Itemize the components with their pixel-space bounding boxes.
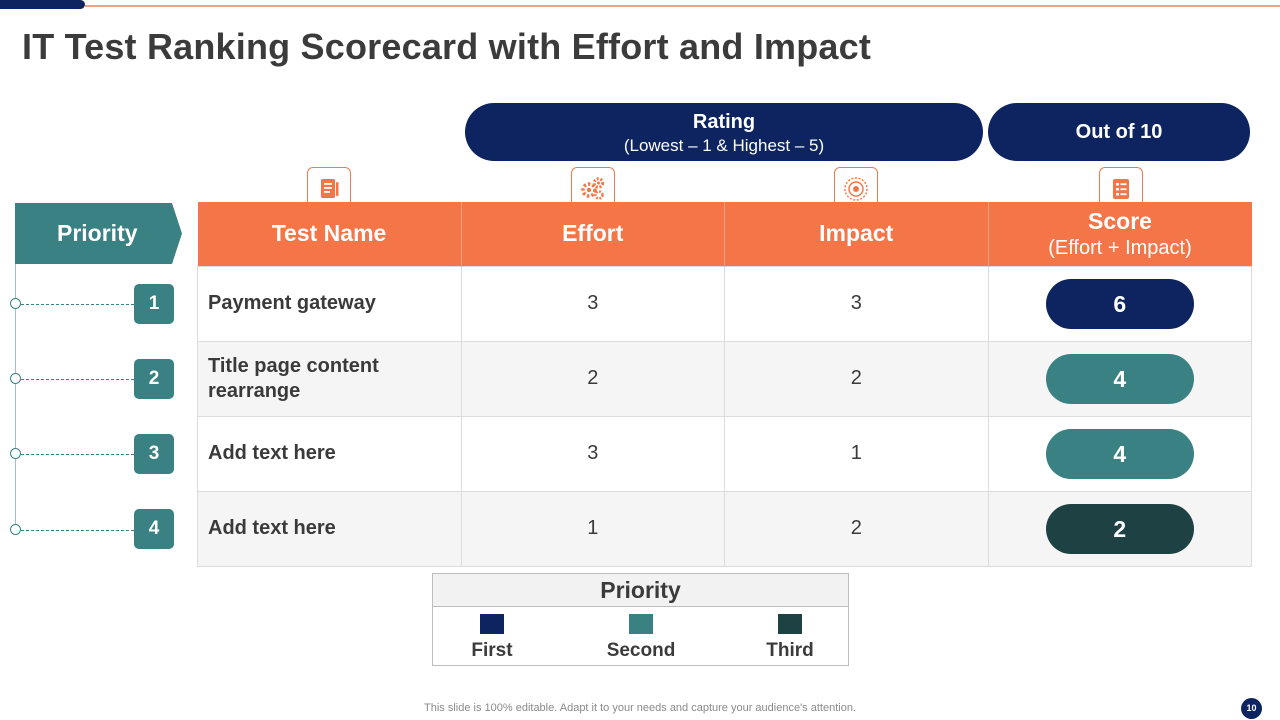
priority-connector — [16, 530, 134, 531]
header-score: Score (Effort + Impact) — [988, 202, 1252, 266]
top-accent-line — [85, 5, 1280, 7]
test-name-cell: Add text here — [197, 415, 462, 492]
slide-title: IT Test Ranking Scorecard with Effort an… — [22, 26, 872, 67]
priority-dot — [10, 298, 21, 309]
priority-dot — [10, 448, 21, 459]
effort-cell: 3 — [460, 415, 725, 492]
priority-connector-line — [15, 264, 16, 530]
priority-number: 4 — [134, 509, 174, 549]
legend-label: Third — [766, 640, 814, 661]
effort-cell: 2 — [460, 340, 725, 417]
score-cell: 4 — [987, 415, 1252, 492]
legend-item-first: First — [432, 614, 552, 662]
legend-label: First — [471, 640, 513, 661]
legend-swatch — [629, 614, 653, 634]
header-score-sub: (Effort + Impact) — [1048, 236, 1192, 259]
legend-title: Priority — [433, 574, 848, 607]
table-row: Payment gateway 3 3 6 — [197, 265, 1252, 342]
header-score-label: Score — [1088, 207, 1152, 234]
legend-label: Second — [606, 640, 676, 661]
test-name-cell: Add text here — [197, 490, 462, 567]
scorecard-table: Test Name Effort Impact Score (Effort + … — [197, 202, 1252, 567]
score-badge: 6 — [1045, 278, 1194, 329]
table-row: Title page content rearrange 2 2 4 — [197, 340, 1252, 417]
table-header-row: Test Name Effort Impact Score (Effort + … — [197, 202, 1252, 266]
score-badge: 4 — [1045, 428, 1194, 479]
legend-item-third: Third — [730, 614, 850, 662]
priority-connector — [16, 304, 134, 305]
impact-cell: 1 — [724, 415, 989, 492]
priority-number: 2 — [134, 359, 174, 399]
table-row: Add text here 1 2 2 — [197, 490, 1252, 567]
priority-connector — [16, 454, 134, 455]
impact-cell: 3 — [724, 265, 989, 342]
priority-dot — [10, 524, 21, 535]
legend-swatch — [480, 614, 504, 634]
rating-scale: (Lowest – 1 & Highest – 5) — [623, 136, 825, 155]
header-effort: Effort — [461, 202, 725, 266]
out-of-header: Out of 10 — [988, 103, 1250, 161]
score-badge: 4 — [1045, 353, 1194, 404]
score-cell: 2 — [987, 490, 1252, 567]
legend-item-second: Second — [581, 614, 701, 662]
header-test-name: Test Name — [197, 202, 462, 266]
priority-number: 3 — [134, 434, 174, 474]
priority-label: Priority — [15, 203, 182, 264]
score-cell: 6 — [987, 265, 1252, 342]
effort-cell: 3 — [460, 265, 725, 342]
impact-cell: 2 — [724, 340, 989, 417]
priority-dot — [10, 373, 21, 384]
test-name-cell: Title page content rearrange — [197, 340, 462, 417]
score-cell: 4 — [987, 340, 1252, 417]
rating-header: Rating (Lowest – 1 & Highest – 5) — [465, 103, 983, 161]
test-name-cell: Payment gateway — [197, 265, 462, 342]
priority-legend: Priority First Second Third — [432, 573, 849, 666]
rating-label: Rating — [692, 111, 756, 133]
table-row: Add text here 3 1 4 — [197, 415, 1252, 492]
page-number: 10 — [1241, 698, 1262, 719]
legend-swatch — [778, 614, 802, 634]
priority-connector — [16, 379, 134, 380]
header-impact: Impact — [724, 202, 989, 266]
effort-cell: 1 — [460, 490, 725, 567]
footer-note: This slide is 100% editable. Adapt it to… — [424, 702, 856, 714]
score-badge: 2 — [1045, 503, 1194, 554]
top-accent-bar — [0, 0, 85, 9]
impact-cell: 2 — [724, 490, 989, 567]
priority-number: 1 — [134, 284, 174, 324]
